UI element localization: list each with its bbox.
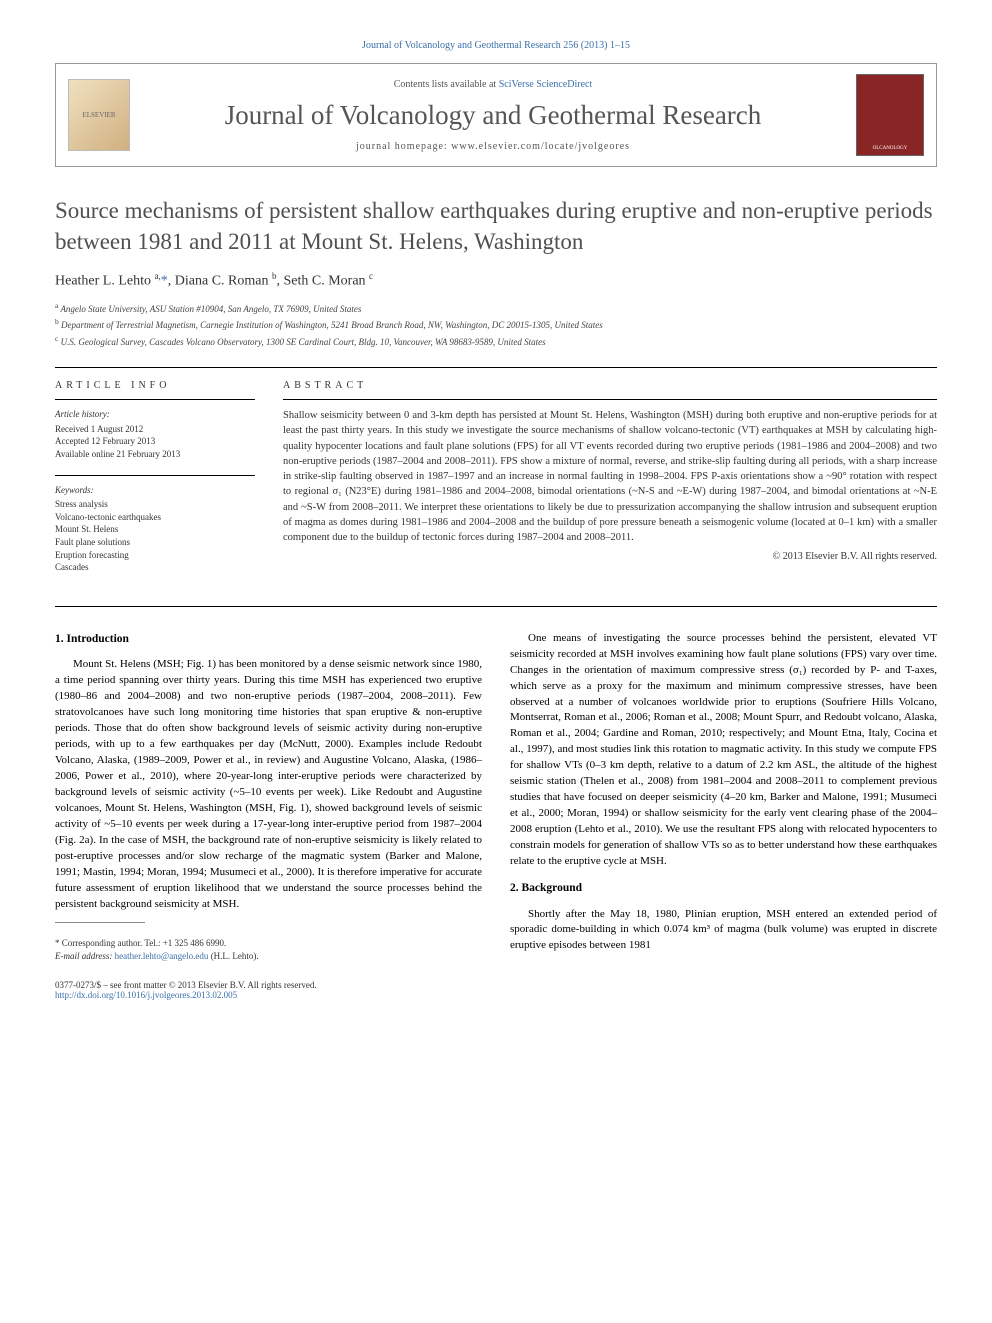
page-footer: 0377-0273/$ – see front matter © 2013 El… (55, 980, 937, 1000)
corresponding-marker: * (161, 274, 168, 289)
email-link[interactable]: heather.lehto@angelo.edu (115, 951, 209, 961)
corr-email-line: E-mail address: heather.lehto@angelo.edu… (55, 950, 482, 963)
corr-tel: * Corresponding author. Tel.: +1 325 486… (55, 937, 482, 950)
history-online: Available online 21 February 2013 (55, 448, 255, 461)
body-two-column: 1. Introduction Mount St. Helens (MSH; F… (55, 631, 937, 965)
elsevier-logo-text: ELSEVIER (82, 111, 115, 119)
journal-title: Journal of Volcanology and Geothermal Re… (130, 100, 856, 131)
author-3-sup: c (369, 271, 373, 281)
header-center: Contents lists available at SciVerse Sci… (130, 79, 856, 152)
journal-header-box: ELSEVIER Contents lists available at Sci… (55, 63, 937, 167)
footer-left: 0377-0273/$ – see front matter © 2013 El… (55, 980, 317, 1000)
aff-text-b: Department of Terrestrial Magnetism, Car… (61, 320, 603, 330)
aff-text-a: Angelo State University, ASU Station #10… (60, 304, 361, 314)
info-sep (55, 399, 255, 400)
history-accepted: Accepted 12 February 2013 (55, 435, 255, 448)
keyword-1: Volcano-tectonic earthquakes (55, 511, 255, 524)
intro-paragraph-2: One means of investigating the source pr… (510, 631, 937, 870)
background-paragraph-1: Shortly after the May 18, 1980, Plinian … (510, 907, 937, 955)
contents-lists-line: Contents lists available at SciVerse Sci… (130, 79, 856, 90)
author-2-sup: b (272, 271, 277, 281)
keyword-0: Stress analysis (55, 498, 255, 511)
abstract-sep (283, 399, 937, 400)
article-info-heading: ARTICLE INFO (55, 380, 255, 391)
affiliations: a Angelo State University, ASU Station #… (55, 300, 937, 350)
keyword-2: Mount St. Helens (55, 523, 255, 536)
journal-reference: Journal of Volcanology and Geothermal Re… (55, 40, 937, 51)
keyword-4: Eruption forecasting (55, 549, 255, 562)
footnote-rule (55, 922, 145, 923)
corresponding-author-note: * Corresponding author. Tel.: +1 325 486… (55, 937, 482, 962)
issn-line: 0377-0273/$ – see front matter © 2013 El… (55, 980, 317, 990)
affiliation-c: c U.S. Geological Survey, Cascades Volca… (55, 333, 937, 350)
article-history-block: Article history: Received 1 August 2012 … (55, 408, 255, 460)
author-2: Diana C. Roman (175, 274, 269, 289)
sciverse-link[interactable]: SciVerse ScienceDirect (499, 79, 593, 90)
aff-sup-c: c (55, 334, 58, 343)
info-sep-2 (55, 475, 255, 476)
intro-paragraph-1: Mount St. Helens (MSH; Fig. 1) has been … (55, 657, 482, 912)
keyword-5: Cascades (55, 561, 255, 574)
elsevier-logo: ELSEVIER (68, 79, 130, 151)
keyword-3: Fault plane solutions (55, 536, 255, 549)
abstract-column: ABSTRACT Shallow seismicity between 0 an… (283, 380, 937, 588)
left-column: 1. Introduction Mount St. Helens (MSH; F… (55, 631, 482, 965)
keywords-label: Keywords: (55, 484, 255, 497)
article-title: Source mechanisms of persistent shallow … (55, 195, 937, 257)
abstract-heading: ABSTRACT (283, 380, 937, 391)
history-received: Received 1 August 2012 (55, 423, 255, 436)
aff-sup-b: b (55, 317, 59, 326)
section-1-heading: 1. Introduction (55, 631, 482, 648)
separator-bottom (55, 606, 937, 607)
email-label: E-mail address: (55, 951, 112, 961)
email-name: (H.L. Lehto). (211, 951, 259, 961)
author-1: Heather L. Lehto (55, 274, 151, 289)
abstract-text: Shallow seismicity between 0 and 3-km de… (283, 408, 937, 545)
author-3: Seth C. Moran (283, 274, 365, 289)
authors-line: Heather L. Lehto a,*, Diana C. Roman b, … (55, 271, 937, 290)
journal-cover-icon: OLCANOLOGY (856, 74, 924, 156)
history-label: Article history: (55, 408, 255, 421)
keywords-block: Keywords: Stress analysis Volcano-tecton… (55, 484, 255, 574)
section-2-heading: 2. Background (510, 880, 937, 897)
contents-prefix: Contents lists available at (394, 79, 499, 90)
copyright-line: © 2013 Elsevier B.V. All rights reserved… (283, 551, 937, 562)
journal-cover-text: OLCANOLOGY (873, 146, 908, 151)
aff-text-c: U.S. Geological Survey, Cascades Volcano… (61, 337, 546, 347)
doi-link[interactable]: http://dx.doi.org/10.1016/j.jvolgeores.2… (55, 990, 237, 1000)
affiliation-b: b Department of Terrestrial Magnetism, C… (55, 316, 937, 333)
aff-sup-a: a (55, 301, 58, 310)
right-column: One means of investigating the source pr… (510, 631, 937, 965)
meta-abstract-row: ARTICLE INFO Article history: Received 1… (55, 380, 937, 588)
separator-top (55, 367, 937, 368)
affiliation-a: a Angelo State University, ASU Station #… (55, 300, 937, 317)
article-info-column: ARTICLE INFO Article history: Received 1… (55, 380, 255, 588)
journal-homepage: journal homepage: www.elsevier.com/locat… (130, 141, 856, 152)
